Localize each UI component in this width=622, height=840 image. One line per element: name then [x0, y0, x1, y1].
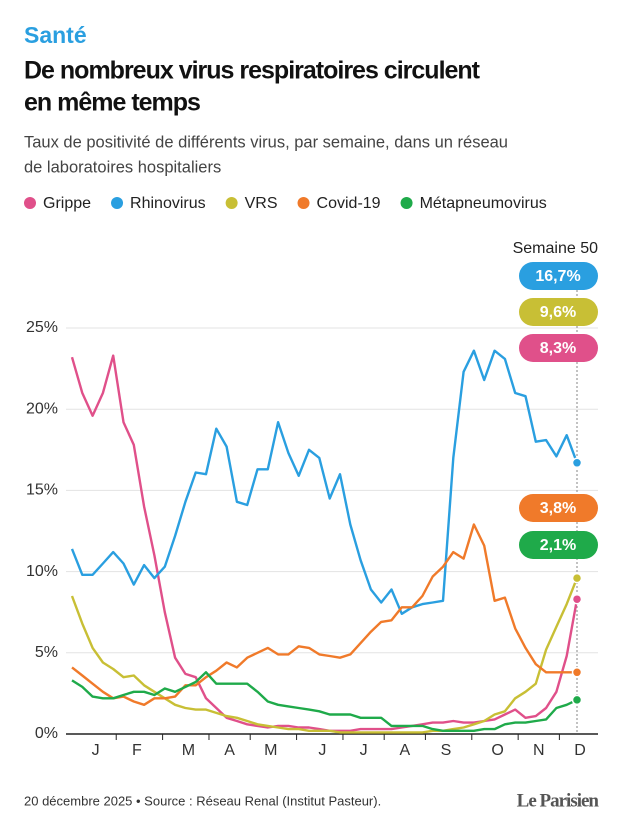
y-tick-label: 0% [35, 725, 58, 742]
x-tick-label: M [264, 742, 277, 759]
legend-swatch [225, 197, 238, 209]
x-tick-label: M [182, 742, 195, 759]
x-tick-label: D [574, 742, 586, 759]
x-tick-label: A [224, 742, 235, 759]
legend-swatch [400, 197, 413, 209]
annotation: Semaine 50 [513, 240, 598, 257]
x-tick-label: J [360, 742, 368, 759]
value-pill [519, 334, 598, 362]
value-pill [519, 298, 598, 326]
legend-label: Métapneumovirus [420, 195, 547, 212]
x-tick-label: A [399, 742, 410, 759]
y-tick-label: 5% [35, 644, 58, 661]
series-line [70, 354, 579, 732]
kicker: Santé [24, 22, 87, 48]
y-tick-label: 25% [26, 319, 58, 336]
title-line: en même temps [24, 89, 200, 117]
legend-label: Covid-19 [317, 195, 381, 212]
legend-swatch [111, 197, 124, 209]
x-tick-label: N [533, 742, 545, 759]
legend-swatch [297, 197, 310, 209]
x-tick-label: O [491, 742, 503, 759]
value-label: 2,1% [540, 537, 576, 554]
x-tick-label: F [132, 742, 142, 759]
subtitle-line: de laboratoires hospitaliers [24, 158, 221, 176]
legend-label: Grippe [43, 195, 91, 212]
y-tick-label: 10% [26, 563, 58, 580]
legend-label: Rhinovirus [130, 195, 206, 212]
series-line [71, 671, 578, 732]
x-tick-label: S [441, 742, 452, 759]
y-tick-label: 15% [26, 482, 58, 499]
x-tick-label: J [92, 742, 100, 759]
series-line [71, 523, 577, 706]
value-label: 16,7% [535, 268, 580, 285]
subtitle-line: Taux de positivité de différents virus, … [24, 133, 508, 151]
title-line: De nombreux virus respiratoires circulen… [24, 57, 481, 85]
legend-swatch [24, 197, 36, 209]
value-pill [519, 531, 598, 559]
value-label: 3,8% [540, 500, 576, 517]
source: 20 décembre 2025 • Source : Réseau Renal… [24, 793, 381, 808]
legend-label: VRS [245, 195, 278, 212]
value-label: 8,3% [540, 340, 576, 357]
end-point [571, 593, 583, 605]
end-point [571, 572, 583, 584]
value-pill [519, 262, 598, 290]
end-point [571, 667, 583, 678]
value-label: 9,6% [540, 304, 576, 321]
series-line [70, 349, 579, 615]
end-point [571, 457, 583, 469]
y-tick-label: 20% [26, 400, 58, 417]
logo: Le Parisien [517, 790, 600, 811]
end-point [571, 694, 583, 706]
x-tick-label: J [318, 742, 326, 759]
value-pill [519, 494, 598, 522]
